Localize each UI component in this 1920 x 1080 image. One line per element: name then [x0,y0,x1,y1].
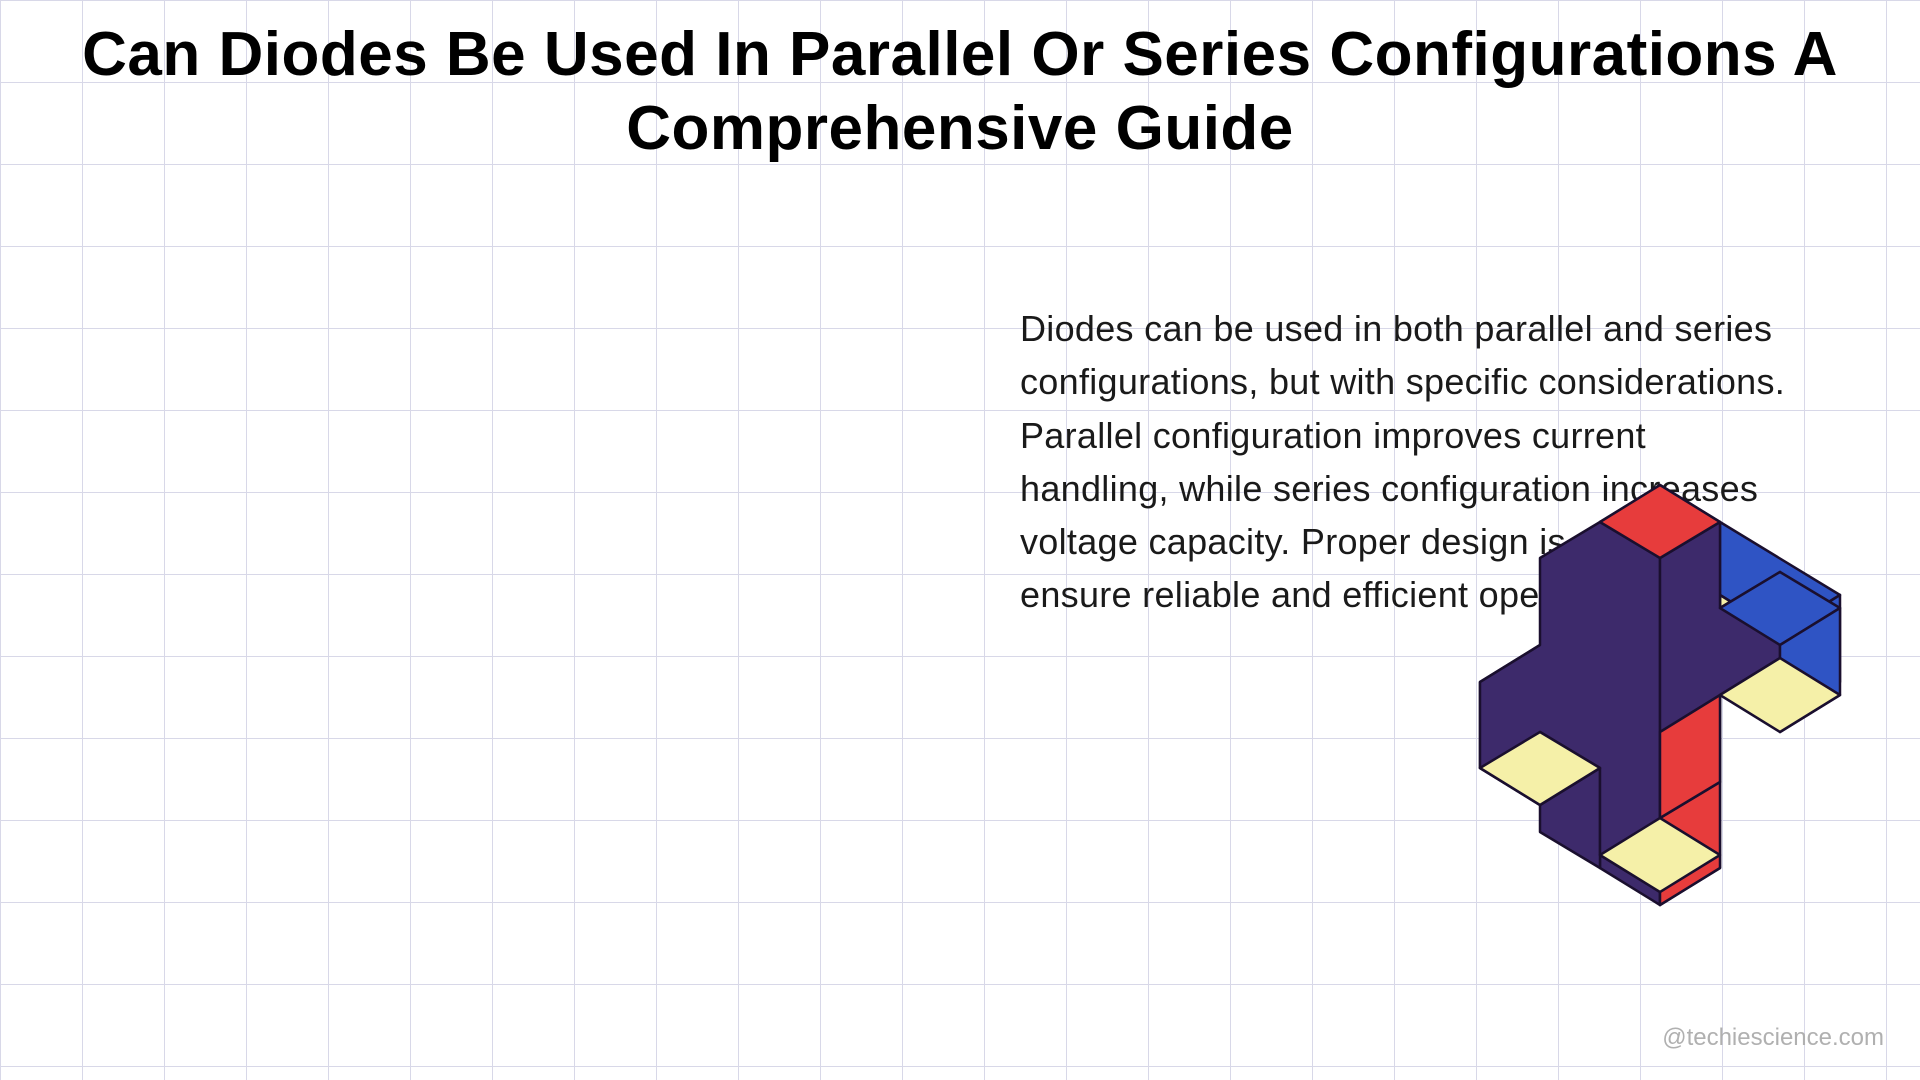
isometric-cube-graphic [1470,480,1890,910]
watermark-text: @techiescience.com [1662,1024,1884,1052]
page-title: Can Diodes Be Used In Parallel Or Series… [80,18,1840,167]
